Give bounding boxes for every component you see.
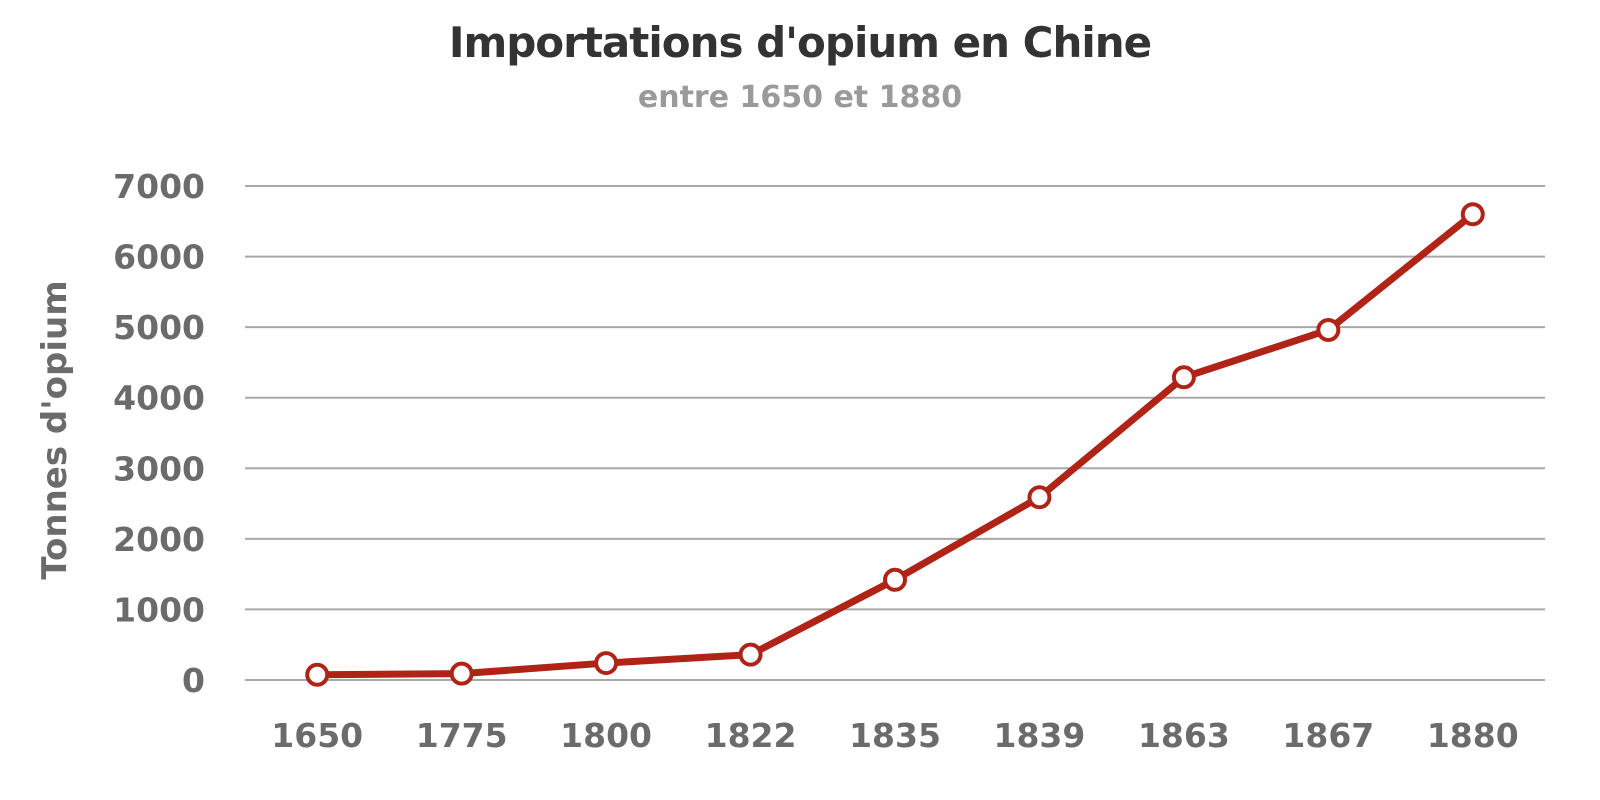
x-tick-label: 1880 bbox=[1427, 716, 1519, 755]
data-point bbox=[738, 642, 763, 667]
series-group bbox=[305, 202, 1485, 687]
y-tick-labels: 0 1000 2000 3000 4000 5000 6000 7000 bbox=[113, 167, 205, 700]
data-point bbox=[1460, 202, 1485, 227]
y-tick-label: 2000 bbox=[113, 520, 205, 559]
data-point bbox=[594, 651, 619, 676]
x-tick-label: 1863 bbox=[1138, 716, 1230, 755]
data-point bbox=[1027, 485, 1052, 510]
grid-lines bbox=[245, 185, 1545, 681]
series-line bbox=[313, 210, 1477, 679]
chart-subtitle: entre 1650 et 1880 bbox=[637, 80, 963, 115]
data-point bbox=[1316, 317, 1341, 342]
x-tick-label: 1775 bbox=[416, 716, 508, 755]
x-tick-labels: 1650 1775 1800 1822 1835 1839 1863 1867 1880 bbox=[271, 716, 1518, 755]
data-point bbox=[1171, 365, 1196, 390]
y-tick-label: 4000 bbox=[113, 379, 205, 418]
y-tick-label: 7000 bbox=[113, 167, 205, 206]
y-tick-label: 1000 bbox=[113, 590, 205, 629]
data-point bbox=[449, 661, 474, 686]
data-point bbox=[883, 567, 907, 592]
chart-title: Importations d'opium en Chine bbox=[448, 18, 1152, 67]
y-axis-label: Tonnes d'opium bbox=[35, 280, 75, 579]
x-tick-label: 1822 bbox=[705, 716, 797, 755]
x-tick-label: 1650 bbox=[271, 716, 363, 755]
x-tick-label: 1800 bbox=[560, 716, 652, 755]
x-tick-label: 1867 bbox=[1282, 716, 1374, 755]
y-tick-label: 3000 bbox=[113, 449, 205, 488]
y-tick-label: 5000 bbox=[113, 308, 205, 347]
x-tick-label: 1839 bbox=[994, 716, 1086, 755]
y-tick-label: 0 bbox=[182, 661, 205, 700]
y-tick-label: 6000 bbox=[113, 238, 205, 277]
x-tick-label: 1835 bbox=[849, 716, 941, 755]
data-point bbox=[305, 662, 330, 687]
